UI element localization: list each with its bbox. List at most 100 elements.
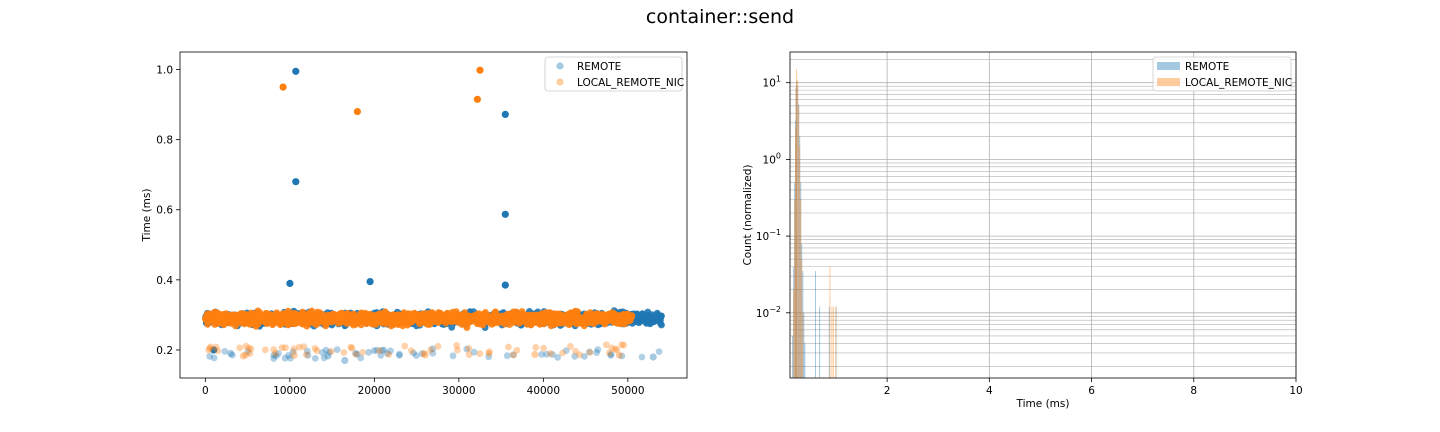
scatter-point [346,315,354,323]
scatter-point [330,310,338,318]
scatter-point [352,349,359,357]
scatter-point [449,352,457,360]
scatter-point [501,210,509,218]
scatter-point [602,341,610,349]
hist-bar [795,88,797,378]
hist-bar [835,306,837,378]
scatter-point [572,347,579,355]
hist-bar [799,136,801,378]
scatter-point [378,346,386,354]
legend-marker [556,62,564,70]
scatter-point [615,351,624,359]
x-tick-label: 40000 [527,385,560,397]
scatter-point [324,352,332,360]
hist-bar [797,86,799,378]
scatter-point [272,352,280,360]
scatter-point [523,320,531,328]
scatter-point [655,348,663,355]
scatter-point [210,354,218,362]
hist-bar [794,182,796,378]
scatter-point [257,317,265,325]
scatter-point [292,67,300,75]
hist-bar [793,289,795,378]
hist-bar [829,266,831,378]
scatter-point [380,346,388,354]
scatter-point [204,314,211,321]
scatter-point [285,352,292,359]
scatter-point [304,351,312,359]
hist-bar [798,105,800,379]
scatter-point [239,352,247,360]
scatter-point [571,352,579,360]
legend-frame [544,56,683,92]
scatter-point [368,320,376,327]
scatter-point [341,356,349,365]
hist-bar [794,199,796,378]
scatter-point [357,309,365,317]
scatter-point [485,350,493,357]
scatter-point [377,352,385,359]
scatter-point [626,315,633,322]
scatter-point [644,313,651,321]
scatter-point [441,315,448,323]
scatter-point [401,342,409,350]
scatter-point [454,346,461,354]
scatter-point [531,350,539,359]
legend-label: LOCAL_REMOTE_NIC [1185,77,1292,89]
scatter-point [389,321,397,328]
scatter-point [270,351,278,359]
scatter-point [543,350,550,358]
scatter-point [412,316,420,324]
scatter-point [326,349,333,356]
scatter-point [518,316,526,324]
scatter-point [421,351,429,359]
y-tick-label: 0.2 [156,345,173,357]
scatter-point [418,350,426,358]
scatter-point [476,66,484,74]
scatter-legend: REMOTE LOCAL_REMOTE_NIC [544,56,684,92]
scatter-point [569,317,577,325]
scatter-point [287,354,294,362]
scatter-point [304,312,312,319]
scatter-axes-frame [179,51,688,379]
scatter-point [270,355,278,362]
scatter-point [311,345,319,352]
scatter-point [252,316,260,324]
hist-bar [795,128,797,378]
scatter-point [396,352,403,359]
scatter-point [320,354,328,362]
scatter-point [204,321,212,328]
scatter-point [387,347,394,355]
y-tick-label: 101 [763,75,781,90]
hist-bar [828,306,830,378]
scatter-point [348,344,356,352]
scatter-point [365,348,372,356]
scatter-point [618,316,626,323]
scatter-point [586,348,593,356]
legend-marker [1157,62,1180,70]
hist-bar [800,199,802,378]
scatter-point [608,344,616,352]
scatter-point [396,319,403,326]
scatter-point [491,309,499,316]
x-axis-label: Time (ms) [1016,398,1070,410]
scatter-point [313,347,321,355]
hist-axes-frame [789,51,1297,379]
scatter-point [431,318,438,325]
hist-bar [831,306,833,378]
scatter-point [289,348,297,356]
x-tick-label: 6 [1088,385,1095,397]
scatter-point [275,350,282,357]
scatter-point [266,313,274,320]
scatter-point [554,354,562,361]
y-tick-label: 1.0 [156,65,173,77]
y-tick-label: 0.6 [156,205,173,217]
scatter-point [353,350,361,358]
x-tick-label: 50000 [611,385,644,397]
scatter-point [559,349,566,357]
scatter-point [237,311,244,319]
scatter-point [396,350,403,358]
hist-bars [792,69,837,379]
scatter-point [295,343,303,351]
scatter-point [464,314,472,322]
